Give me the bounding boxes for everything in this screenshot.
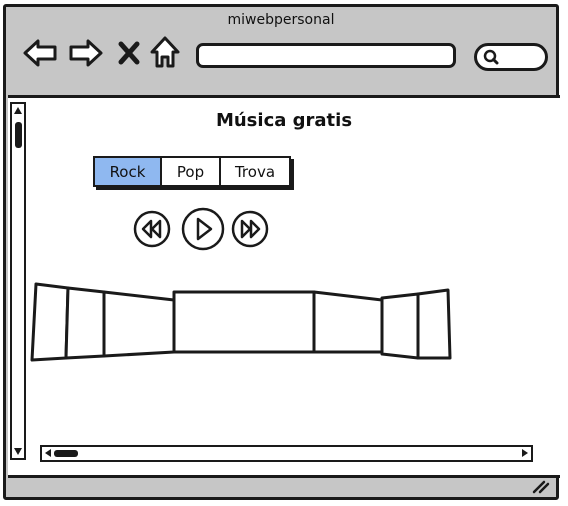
cover-item[interactable] <box>312 290 384 354</box>
cover-item[interactable] <box>102 290 176 358</box>
scroll-left-icon[interactable] <box>45 449 51 457</box>
cover-item[interactable] <box>172 290 316 354</box>
page-title: Música gratis <box>215 110 353 131</box>
cover-item[interactable] <box>380 292 420 360</box>
tab-trova[interactable]: Trova <box>234 162 276 181</box>
horizontal-scroll-thumb[interactable] <box>54 450 78 457</box>
resize-grip-icon[interactable] <box>530 478 550 494</box>
scroll-right-icon[interactable] <box>522 449 528 457</box>
address-bar[interactable] <box>196 43 456 68</box>
cover-flow <box>30 282 452 362</box>
back-arrow-icon[interactable] <box>22 37 58 69</box>
scroll-up-icon[interactable] <box>14 107 22 114</box>
scroll-down-icon[interactable] <box>14 448 22 455</box>
search-icon <box>483 49 499 65</box>
home-icon[interactable] <box>149 35 181 69</box>
tab-pop[interactable]: Pop <box>162 158 221 185</box>
vertical-scrollbar[interactable] <box>10 102 26 460</box>
rewind-icon[interactable] <box>132 209 172 249</box>
browser-window: miwebpersonal Música gratis Rock Pop Tro… <box>3 4 560 500</box>
cover-item[interactable] <box>416 288 452 360</box>
forward-arrow-icon[interactable] <box>68 37 104 69</box>
horizontal-scrollbar[interactable] <box>40 445 533 462</box>
vertical-scroll-thumb[interactable] <box>15 122 22 148</box>
genre-tabs: Rock Pop Trova <box>93 156 291 187</box>
status-bar <box>6 473 556 497</box>
cover-item[interactable] <box>64 286 106 360</box>
page-viewport: Música gratis Rock Pop Trova <box>8 95 560 478</box>
tab-rock[interactable]: Rock <box>95 158 162 185</box>
window-title: miwebpersonal <box>227 12 335 28</box>
play-icon[interactable] <box>180 206 226 252</box>
search-field[interactable] <box>474 43 548 71</box>
cover-item[interactable] <box>30 282 70 362</box>
fast-forward-icon[interactable] <box>230 209 270 249</box>
close-icon[interactable] <box>118 41 140 65</box>
